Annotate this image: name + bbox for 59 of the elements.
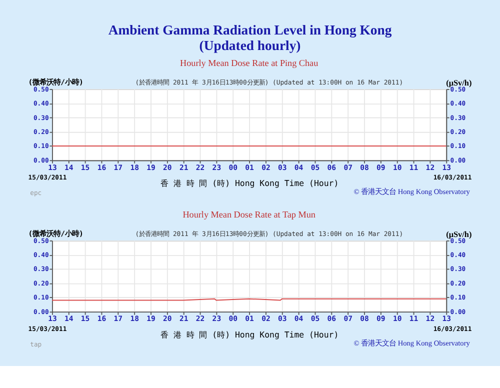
x-tick-label: 17 — [114, 162, 123, 172]
x-tick-label: 07 — [344, 162, 352, 172]
chart-subtitle: Hourly Mean Dose Rate at Tap Mun — [182, 210, 316, 220]
x-tick-label: 12 — [426, 162, 435, 172]
x-tick-label: 14 — [64, 314, 74, 324]
x-tick-label: 14 — [64, 162, 74, 172]
x-tick-label: 13 — [48, 314, 57, 324]
x-tick-label: 13 — [442, 314, 452, 324]
x-tick-label: 01 — [245, 314, 255, 324]
x-axis-title: 香 港 時 間 (時) Hong Kong Time (Hour) — [160, 178, 339, 188]
x-tick-label: 08 — [360, 162, 369, 172]
x-tick-label: 05 — [310, 162, 320, 172]
x-tick-label: 04 — [294, 314, 304, 324]
x-tick-label: 00 — [228, 314, 238, 324]
x-tick-label: 19 — [146, 314, 156, 324]
x-tick-label: 02 — [262, 162, 270, 172]
x-tick-label: 11 — [409, 314, 419, 324]
x-tick-label: 23 — [212, 162, 222, 172]
x-tick-label: 12 — [426, 314, 435, 324]
x-tick-label: 19 — [146, 162, 156, 172]
x-tick-label: 15 — [80, 314, 90, 324]
x-tick-label: 21 — [179, 314, 189, 324]
x-tick-label: 22 — [196, 314, 205, 324]
x-tick-label: 23 — [212, 314, 222, 324]
x-axis-title: 香 港 時 間 (時) Hong Kong Time (Hour) — [160, 330, 339, 340]
x-tick-label: 03 — [278, 162, 287, 172]
x-tick-label: 16 — [97, 162, 106, 172]
y2-axis-title: (μSv/h) — [446, 230, 472, 239]
y-axis-title: (微希沃特/小時) — [28, 228, 84, 238]
x-tick-label: 13 — [48, 162, 57, 172]
x-tick-label: 22 — [196, 162, 205, 172]
x-tick-label: 03 — [278, 314, 287, 324]
chart-title: Ambient Gamma Radiation Level in Hong Kong (Updated hourly) — [108, 22, 392, 54]
x-tick-label: 15 — [80, 162, 90, 172]
x-tick-label: 09 — [376, 314, 386, 324]
x-tick-label: 21 — [179, 162, 189, 172]
x-tick-label: 10 — [392, 162, 402, 172]
y-axis-title: (微希沃特/小時) — [28, 77, 84, 86]
x-tick-label: 17 — [114, 314, 123, 324]
x-tick-label: 16 — [97, 314, 106, 324]
x-tick-label: 13 — [442, 162, 452, 172]
x-tick-label: 05 — [310, 314, 320, 324]
x-tick-label: 00 — [228, 162, 238, 172]
x-tick-label: 20 — [163, 162, 172, 172]
x-tick-label: 07 — [344, 314, 352, 324]
x-tick-label: 18 — [130, 314, 139, 324]
y2-axis-title: (μSv/h) — [446, 78, 472, 88]
x-tick-label: 01 — [245, 162, 255, 172]
x-tick-label: 04 — [294, 162, 304, 172]
x-tick-label: 20 — [163, 314, 172, 324]
x-tick-label: 11 — [409, 162, 419, 172]
x-tick-label: 09 — [376, 162, 386, 172]
x-tick-label: 18 — [130, 162, 139, 172]
x-tick-label: 08 — [360, 314, 369, 324]
chart-subtitle: Hourly Mean Dose Rate at Ping Chau — [180, 58, 319, 68]
x-tick-label: 06 — [327, 162, 336, 172]
x-tick-label: 10 — [392, 314, 402, 324]
x-tick-label: 06 — [327, 314, 336, 324]
x-tick-label: 02 — [262, 314, 270, 324]
